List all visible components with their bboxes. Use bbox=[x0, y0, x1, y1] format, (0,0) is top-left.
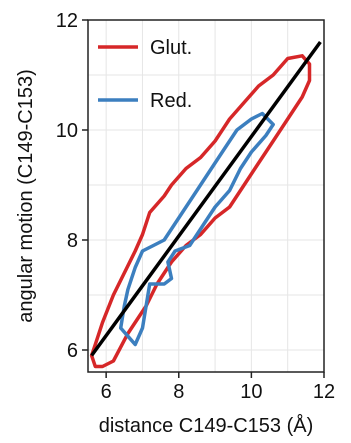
y-ticks: 6 8 10 12 bbox=[56, 10, 88, 362]
y-tick-label: 8 bbox=[67, 230, 78, 252]
x-tick-label: 10 bbox=[240, 381, 262, 403]
x-axis-label: distance C149-C153 (Å) bbox=[99, 414, 314, 437]
y-tick-label: 12 bbox=[56, 10, 78, 32]
x-tick-label: 8 bbox=[173, 381, 184, 403]
diagonal-line bbox=[90, 40, 322, 357]
y-tick-label: 6 bbox=[67, 340, 78, 362]
series-contour-glut bbox=[89, 54, 312, 369]
series-contour-red bbox=[118, 111, 275, 347]
y-tick-label: 10 bbox=[56, 120, 78, 142]
series-layer bbox=[89, 40, 322, 369]
x-tick-label: 12 bbox=[313, 381, 335, 403]
y-axis-label: angular motion (C149-C153) bbox=[15, 69, 37, 322]
legend: Glut. Red. bbox=[98, 37, 192, 112]
x-ticks: 6 8 10 12 bbox=[101, 372, 335, 403]
x-tick-label: 6 bbox=[101, 381, 112, 403]
plot-frame bbox=[87, 19, 325, 373]
legend-label-red: Red. bbox=[150, 90, 192, 112]
legend-label-glut: Glut. bbox=[150, 37, 192, 59]
